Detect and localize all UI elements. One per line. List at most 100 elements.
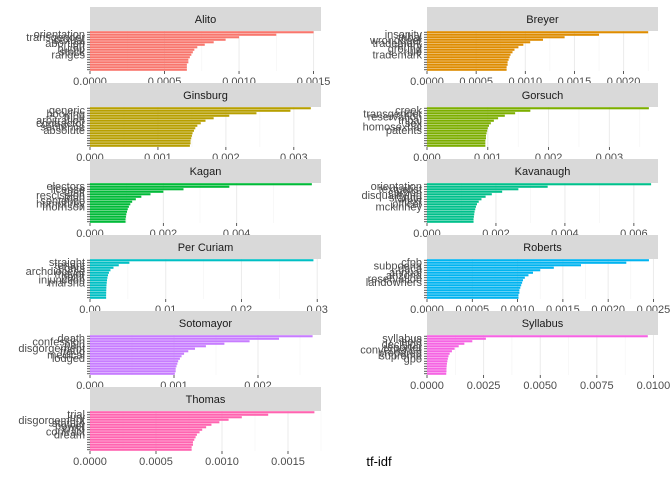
bar <box>427 139 486 142</box>
bar <box>427 66 507 69</box>
facet-strip <box>90 7 321 31</box>
y-tick-label: trademark <box>372 38 422 50</box>
y-tick-label: decision <box>382 339 422 351</box>
bar <box>427 218 474 221</box>
y-tick-label: stock <box>59 47 85 59</box>
bar <box>90 66 187 69</box>
bar <box>90 438 195 441</box>
bar <box>427 137 486 140</box>
facet-panels: Alitoorientationtransgendersexualabortio… <box>18 7 670 468</box>
bar <box>427 367 447 370</box>
bar <box>90 132 193 135</box>
facet-strip-label: Per Curiam <box>178 242 234 254</box>
bar <box>90 423 212 426</box>
bar <box>90 38 226 41</box>
bar <box>90 276 108 279</box>
bar <box>90 41 214 44</box>
y-tick-label: orientation <box>34 29 85 41</box>
facet-strip <box>427 83 658 107</box>
y-tick-label: text <box>404 196 422 208</box>
x-tick-label: 0.0005 <box>139 456 173 468</box>
facet-strip-label: Ginsburg <box>183 90 228 102</box>
facet-strip-label: Gorsuch <box>522 90 564 102</box>
y-tick-label: carbon <box>388 187 422 199</box>
bar <box>90 269 111 272</box>
bar <box>90 142 191 145</box>
facet-strip <box>90 235 321 259</box>
bar <box>90 342 225 345</box>
y-tick-label: booking <box>46 108 85 120</box>
facet-strip <box>90 159 321 183</box>
y-tick-label: mckinney <box>376 201 423 213</box>
y-tick-label: creek <box>395 105 422 117</box>
bar <box>90 134 192 137</box>
y-tick-label: held <box>401 336 422 348</box>
x-tick-label: 0.0000 <box>73 456 107 468</box>
bar <box>427 362 447 365</box>
facet-roberts: Roberts cfpbsubpoenadacaannualarizonarese… <box>366 235 670 316</box>
y-tick-label: rights <box>58 263 85 275</box>
bar <box>427 185 548 188</box>
facet-strip <box>90 387 321 411</box>
bar <box>90 129 194 132</box>
bar <box>427 213 475 216</box>
bar <box>90 119 206 122</box>
y-tick-label: orientation <box>371 181 422 193</box>
bar <box>90 428 203 431</box>
bar <box>90 286 107 289</box>
x-tick-label: 0.0100 <box>637 380 671 392</box>
bar <box>427 127 488 130</box>
facet-strip-label: Kavanaugh <box>515 166 571 178</box>
bar <box>427 58 509 61</box>
y-tick-label: jury <box>66 412 85 424</box>
bar <box>90 433 197 436</box>
x-tick-label: 0.0015 <box>271 456 305 468</box>
bar <box>90 208 128 211</box>
bar <box>427 294 519 297</box>
bar <box>427 365 447 368</box>
bar <box>90 370 176 373</box>
bar <box>90 137 192 140</box>
y-tick-label: reservation <box>368 274 422 286</box>
bar <box>90 355 182 358</box>
bar <box>90 431 200 434</box>
facet-strip-label: Sotomayor <box>179 318 233 330</box>
bar <box>90 264 119 267</box>
bar <box>427 61 508 64</box>
bar <box>90 443 193 446</box>
facet-ginsburg: Ginsburg genericbookingtribearbitrationco… <box>36 83 321 164</box>
bar <box>90 48 195 51</box>
bar <box>427 183 652 186</box>
bar <box>90 335 313 338</box>
y-tick-label: statute <box>389 193 422 205</box>
x-tick-label: 0.0000 <box>410 380 444 392</box>
bar <box>427 284 522 287</box>
bar <box>427 291 520 294</box>
y-tick-label: fraud <box>60 346 85 358</box>
bar <box>427 266 554 269</box>
bar <box>427 198 482 201</box>
bar <box>90 266 114 269</box>
y-tick-label: dream <box>54 429 85 441</box>
bar <box>90 274 109 277</box>
bar <box>90 426 207 429</box>
y-tick-label: prepared <box>378 348 422 360</box>
facet-strip-label: Thomas <box>186 394 226 406</box>
y-tick-label: death <box>57 333 85 345</box>
bar <box>90 446 192 449</box>
y-tick-label: gpo <box>404 353 422 365</box>
bar <box>90 291 107 294</box>
y-tick-label: subpoena <box>374 260 423 272</box>
y-tick-label: paint <box>61 272 85 284</box>
y-tick-label: landowners <box>366 277 423 289</box>
y-tick-label: marsha <box>48 277 86 289</box>
bar <box>90 357 180 360</box>
facet-sotomayor: Sotomayor deathconfessionpaindisgorgement… <box>18 311 321 392</box>
y-tick-label: morrison <box>42 201 85 213</box>
facet-strip <box>90 311 321 335</box>
bar <box>90 413 269 416</box>
y-tick-label: convenience <box>360 345 422 357</box>
bar <box>427 271 533 274</box>
bar <box>427 46 519 49</box>
bar <box>90 144 190 147</box>
